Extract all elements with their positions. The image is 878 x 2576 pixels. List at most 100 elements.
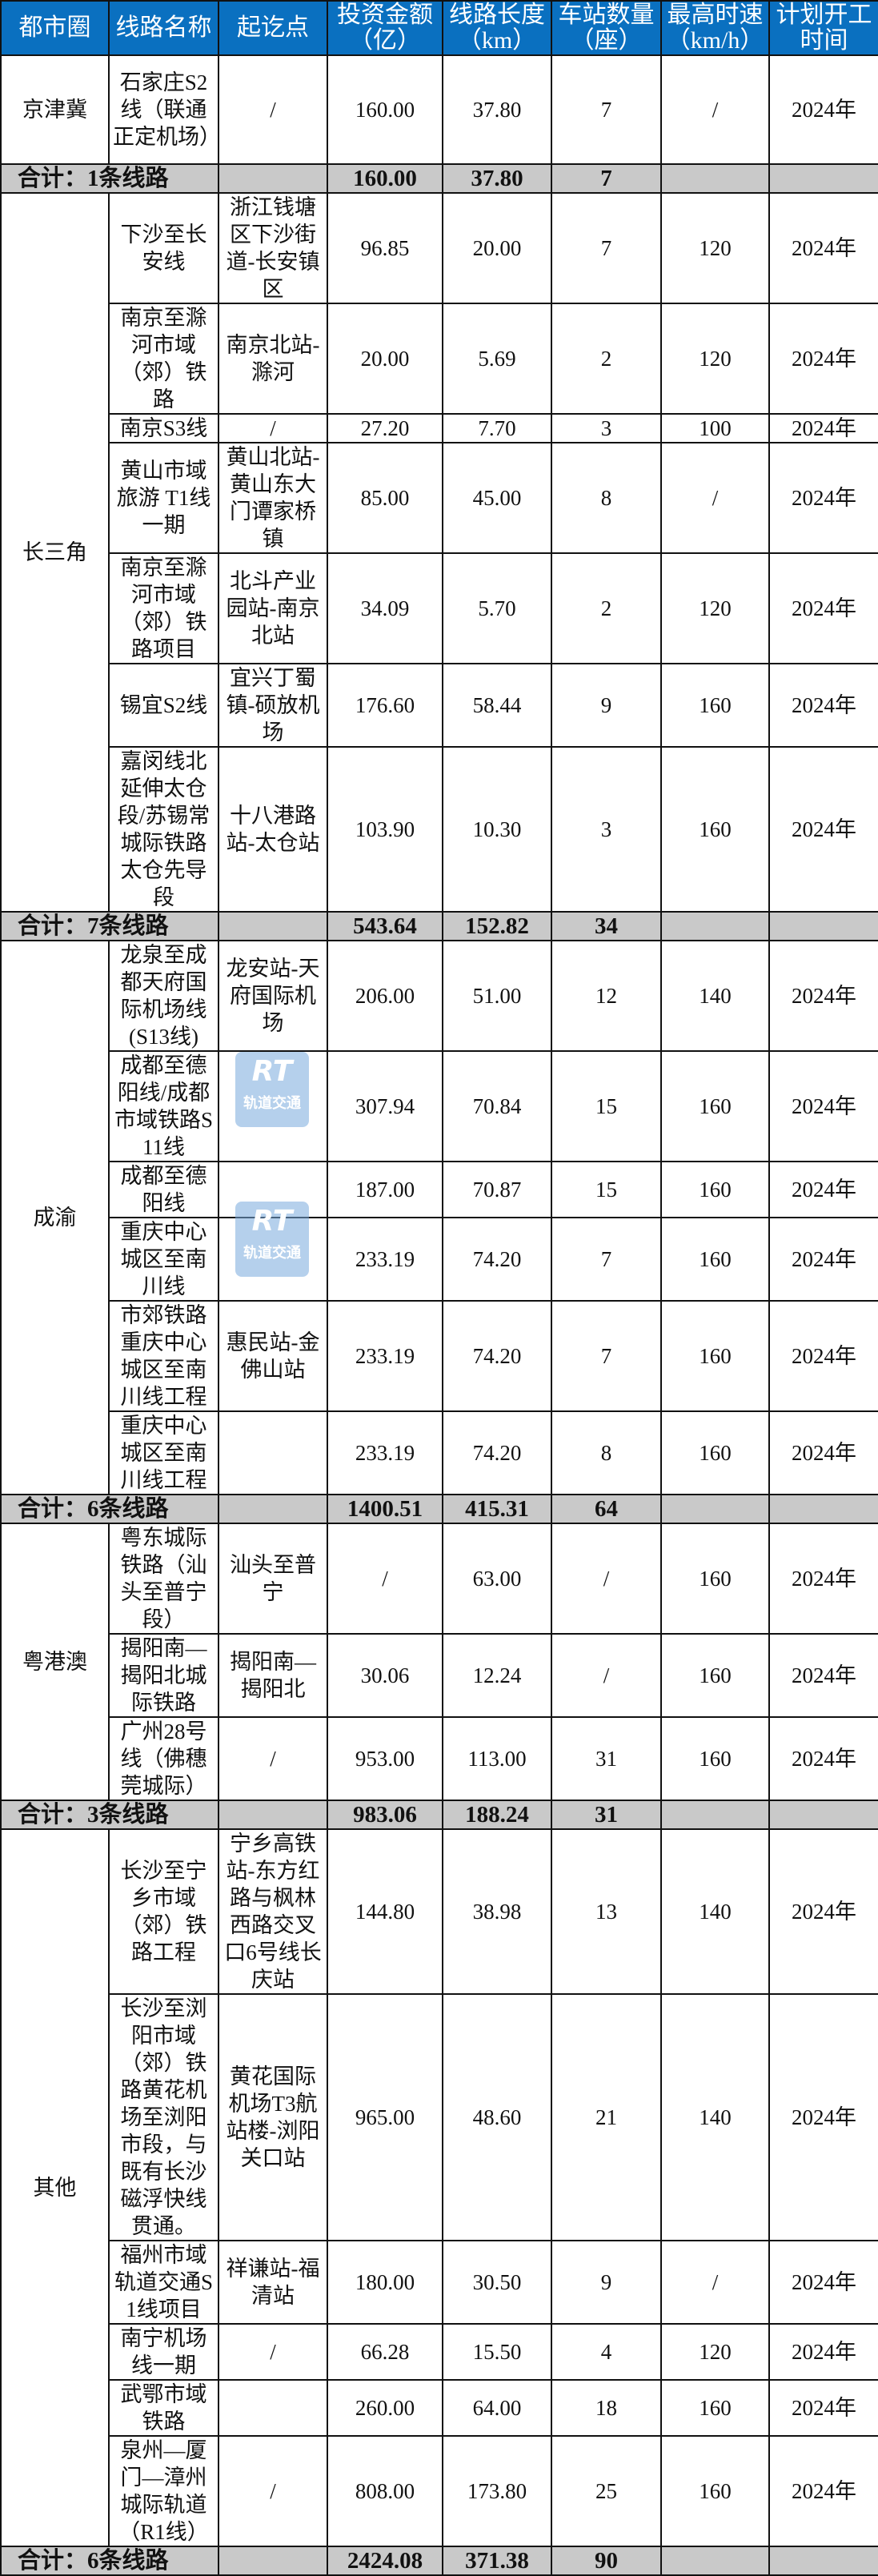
subtotal-label: 合计：3条线路 bbox=[0, 1800, 219, 1830]
length-cell: 48.60 bbox=[442, 1993, 552, 2241]
max-speed-cell: 160 bbox=[660, 1161, 770, 1218]
max-speed-cell: 120 bbox=[660, 2323, 770, 2381]
max-speed-cell: 160 bbox=[660, 663, 770, 748]
stations-cell: 9 bbox=[551, 2240, 662, 2325]
stations-cell: / bbox=[551, 1523, 662, 1635]
table-row: 成都至德阳线/成都市域铁路S11线 307.94 70.84 15 160 2024年 bbox=[1, 1050, 878, 1162]
table-row: 南京至滁河市域（郊）铁路 南京北站-滁河 20.00 5.69 2 120 2024年 bbox=[1, 303, 878, 415]
table-row: 京津冀 石家庄S2线（联通正定机场）/160.00 37.80 7/2024年 bbox=[0, 54, 878, 165]
length-cell: 64.00 bbox=[442, 2379, 552, 2437]
endpoints-cell bbox=[218, 2379, 328, 2437]
subtotal-row: 合计：3条线路 983.06 188.24 31 bbox=[0, 1800, 878, 1830]
subtotal-length: 415.31 bbox=[442, 1494, 552, 1524]
max-speed-cell: 140 bbox=[660, 1993, 770, 2241]
table-row: 长沙至浏阳市域（郊）铁路黄花机场至浏阳市段，与既有长沙磁浮快线贯通。 黄花国际机场… bbox=[1, 1993, 878, 2241]
endpoints-cell: 北斗产业园站-南京北站 bbox=[218, 552, 328, 664]
max-speed-cell: 160 bbox=[660, 1633, 770, 1718]
start-time-cell: 2024年 bbox=[768, 663, 878, 748]
line-name-cell: 重庆中心城区至南川线 bbox=[108, 1217, 219, 1302]
stations-cell: 13 bbox=[551, 1828, 662, 1995]
max-speed-cell: 140 bbox=[660, 940, 770, 1052]
start-time-cell: 2024年 bbox=[768, 552, 878, 664]
stations-cell: 7 bbox=[551, 192, 662, 304]
investment-cell: 20.00 bbox=[327, 303, 443, 415]
subtotal-length: 152.82 bbox=[442, 911, 552, 941]
investment-cell: 808.00 bbox=[327, 2435, 443, 2547]
line-name-cell: 广州28号线（佛穗莞城际） bbox=[108, 1716, 219, 1801]
line-name-cell: 揭阳南—揭阳北城际铁路 bbox=[108, 1633, 219, 1718]
max-speed-cell: 120 bbox=[660, 192, 770, 304]
max-speed-cell: / bbox=[660, 442, 770, 554]
length-cell: 74.20 bbox=[442, 1217, 552, 1302]
start-time-cell: 2024年 bbox=[768, 1300, 878, 1412]
length-cell: 5.70 bbox=[442, 552, 552, 664]
line-name-cell: 南宁机场线一期 bbox=[108, 2323, 219, 2381]
max-speed-cell: / bbox=[660, 54, 770, 165]
investment-cell: 66.28 bbox=[327, 2323, 443, 2381]
subtotal-stations: 34 bbox=[551, 911, 662, 941]
stations-cell: 7 bbox=[551, 1300, 662, 1412]
length-cell: 12.24 bbox=[442, 1633, 552, 1718]
subtotal-empty-cell bbox=[768, 1494, 878, 1524]
max-speed-cell: / bbox=[660, 2240, 770, 2325]
stations-cell: 21 bbox=[551, 1993, 662, 2241]
subtotal-empty-cell bbox=[660, 163, 770, 194]
line-name-cell: 石家庄S2线（联通正定机场） bbox=[108, 54, 219, 165]
subtotal-empty-cell bbox=[660, 1800, 770, 1830]
watermark-logo: RT 轨道交通 bbox=[235, 1052, 309, 1127]
table-row: 南京S3线/27.20 7.70 3 100 2024年 bbox=[1, 413, 878, 443]
investment-cell: 233.19 bbox=[327, 1217, 443, 1302]
endpoints-cell: 南京北站-滁河 bbox=[218, 303, 328, 415]
investment-cell: 30.06 bbox=[327, 1633, 443, 1718]
investment-cell: 160.00 bbox=[327, 54, 443, 165]
line-name-cell: 市郊铁路重庆中心城区至南川线工程 bbox=[108, 1300, 219, 1412]
endpoints-cell: / bbox=[218, 2323, 328, 2381]
start-time-cell: 2024年 bbox=[768, 192, 878, 304]
length-cell: 173.80 bbox=[442, 2435, 552, 2547]
line-name-cell: 重庆中心城区至南川线工程 bbox=[108, 1410, 219, 1495]
investment-cell: 85.00 bbox=[327, 442, 443, 554]
max-speed-cell: 140 bbox=[660, 1828, 770, 1995]
max-speed-cell: 120 bbox=[660, 303, 770, 415]
region-cell: 京津冀 bbox=[0, 54, 110, 165]
table-row: 武鄂市域铁路 260.00 64.00 18 160 2024年 bbox=[1, 2379, 878, 2437]
endpoints-cell: 宁乡高铁站-东方红路与枫林西路交叉口6号线长庆站 bbox=[218, 1828, 328, 1995]
stations-cell: 2 bbox=[551, 552, 662, 664]
max-speed-cell: 160 bbox=[660, 1523, 770, 1635]
stations-cell: 15 bbox=[551, 1161, 662, 1218]
start-time-cell: 2024年 bbox=[768, 940, 878, 1052]
header-length: 线路长度（km） bbox=[442, 0, 552, 56]
length-cell: 63.00 bbox=[442, 1523, 552, 1635]
stations-cell: 7 bbox=[551, 1217, 662, 1302]
start-time-cell: 2024年 bbox=[768, 1161, 878, 1218]
table-row: 重庆中心城区至南川线工程 233.19 74.20 8 160 2024年 bbox=[1, 1410, 878, 1495]
table-row: 黄山市域旅游 T1线一期 黄山北站-黄山东大门谭家桥镇 85.00 45.00 8/20… bbox=[1, 442, 878, 554]
header-line-name: 线路名称 bbox=[108, 0, 219, 56]
line-name-cell: 黄山市域旅游 T1线一期 bbox=[108, 442, 219, 554]
endpoints-cell: 宜兴丁蜀镇-硕放机场 bbox=[218, 663, 328, 748]
table-row: 长三角 下沙至长安线 浙江钱塘区下沙街道-长安镇区 96.85 20.00 7 120 202… bbox=[0, 192, 878, 913]
investment-cell: / bbox=[327, 1523, 443, 1635]
subtotal-empty-cell bbox=[768, 163, 878, 194]
region-cell: 其他 bbox=[0, 1828, 110, 2547]
length-cell: 51.00 bbox=[442, 940, 552, 1052]
subtotal-empty-cell bbox=[218, 1494, 328, 1524]
line-name-cell: 长沙至宁乡市域（郊）铁路工程 bbox=[108, 1828, 219, 1995]
subtotal-length: 371.38 bbox=[442, 2546, 552, 2576]
length-cell: 74.20 bbox=[442, 1410, 552, 1495]
subtotal-empty-cell bbox=[218, 911, 328, 941]
max-speed-cell: 160 bbox=[660, 1410, 770, 1495]
start-time-cell: 2024年 bbox=[768, 442, 878, 554]
investment-cell: 27.20 bbox=[327, 413, 443, 443]
subtotal-label: 合计：6条线路 bbox=[0, 2546, 219, 2576]
subtotal-label: 合计：7条线路 bbox=[0, 911, 219, 941]
header-start-time: 计划开工时间 bbox=[768, 0, 878, 56]
endpoints-cell: 祥谦站-福清站 bbox=[218, 2240, 328, 2325]
length-cell: 45.00 bbox=[442, 442, 552, 554]
subtotal-length: 37.80 bbox=[442, 163, 552, 194]
subtotal-empty-cell bbox=[660, 2546, 770, 2576]
stations-cell: 3 bbox=[551, 746, 662, 913]
table-row: 揭阳南—揭阳北城际铁路 揭阳南—揭阳北 30.06 12.24/160 2024年 bbox=[1, 1633, 878, 1718]
watermark-logo-subtext: 轨道交通 bbox=[243, 1095, 301, 1112]
